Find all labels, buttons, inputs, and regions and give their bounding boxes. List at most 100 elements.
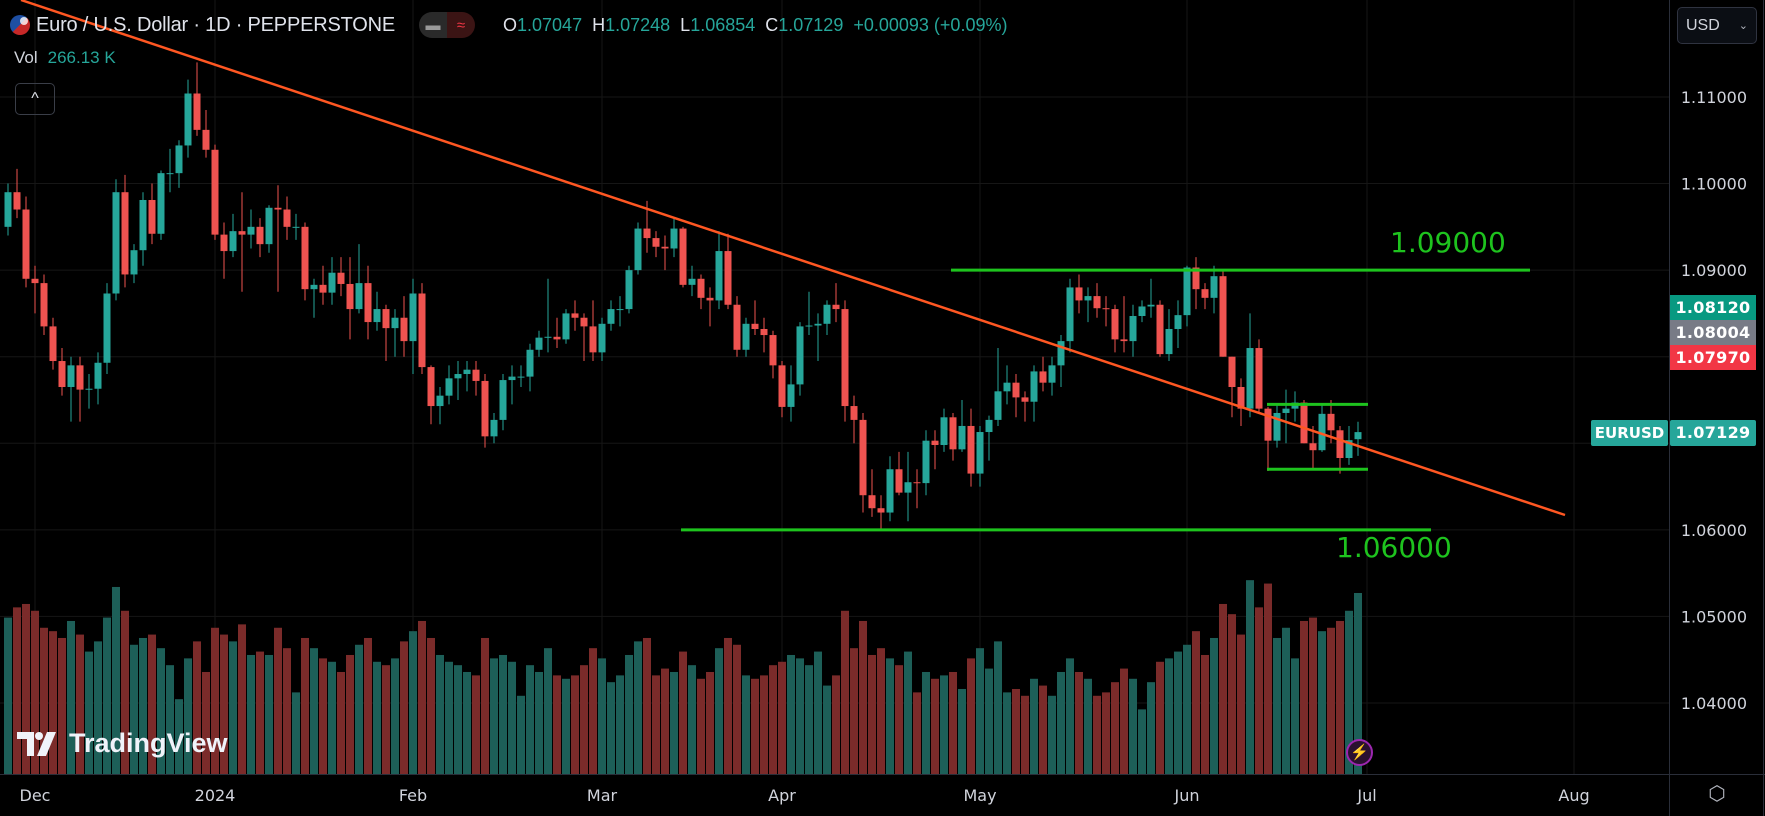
- volume-bar: [1165, 658, 1173, 774]
- candle-body: [1255, 348, 1263, 409]
- collapse-legend-button[interactable]: ^: [15, 83, 55, 115]
- volume-bar: [625, 654, 633, 774]
- candle-body: [274, 207, 282, 210]
- candle-body: [1021, 397, 1029, 402]
- candle-body: [607, 309, 615, 324]
- candle-body: [1228, 356, 1236, 387]
- time-axis[interactable]: Dec 2024 Feb Mar Apr May Jun Jul Aug: [20, 786, 1590, 805]
- candle-body: [805, 325, 813, 327]
- volume-bar: [166, 665, 174, 774]
- chevron-up-icon: ^: [31, 90, 39, 107]
- volume-bar: [1273, 637, 1281, 774]
- volume-bar: [85, 651, 93, 774]
- candle-body: [787, 384, 795, 407]
- volume-bar: [436, 654, 444, 774]
- candle-body: [1039, 371, 1047, 383]
- price-tick-label: 1.10000: [1681, 175, 1747, 194]
- candle-body: [922, 440, 930, 484]
- level-label-1-09[interactable]: 1.09000: [1390, 226, 1506, 259]
- candle-body: [310, 284, 318, 290]
- volume-bar: [697, 678, 705, 774]
- candle-body: [526, 349, 534, 377]
- volume-bar: [49, 631, 57, 774]
- volume-bar: [112, 586, 120, 774]
- candle-body: [913, 482, 921, 484]
- volume-bar: [265, 654, 273, 774]
- volume-bar: [157, 648, 165, 774]
- market-status-toggle[interactable]: ▬ ≈: [419, 12, 475, 38]
- drawings[interactable]: [20, 0, 1566, 532]
- volume-bar: [922, 671, 930, 774]
- candle-body: [1102, 308, 1110, 310]
- candle-body: [679, 228, 687, 285]
- volume-bar: [841, 610, 849, 774]
- volume-bar: [1309, 617, 1317, 774]
- candle-body: [1192, 267, 1200, 290]
- candle-body: [121, 192, 129, 275]
- candle-body: [634, 228, 642, 271]
- candle-body: [841, 309, 849, 407]
- candle-body: [391, 317, 399, 329]
- volume-bar: [931, 678, 939, 774]
- volume-bar: [355, 644, 363, 774]
- level-label-1-06[interactable]: 1.06000: [1336, 531, 1452, 564]
- candle-body: [202, 129, 210, 150]
- currency-button[interactable]: USD ⌄: [1677, 7, 1757, 44]
- volume-bar: [1129, 678, 1137, 774]
- wave-icon: ≈: [447, 12, 475, 38]
- candle-body: [1309, 443, 1317, 451]
- volume-bar: [373, 661, 381, 774]
- candle-body: [166, 173, 174, 175]
- volume-bar: [490, 658, 498, 774]
- lightning-icon[interactable]: ⚡: [1346, 739, 1373, 766]
- candle-body: [346, 283, 354, 310]
- candle-body: [445, 378, 453, 396]
- volume-bar: [724, 637, 732, 774]
- candle-body: [319, 284, 327, 293]
- volume-bar: [580, 665, 588, 774]
- tradingview-logo-icon: [17, 731, 56, 756]
- volume-bar: [1120, 668, 1128, 774]
- candle-body: [67, 365, 75, 387]
- volume-bar: [679, 651, 687, 774]
- candle-body: [220, 234, 228, 252]
- change-value: +0.00093 (+0.09%): [853, 14, 1008, 35]
- candle-body: [22, 209, 30, 279]
- volume-bar: [1021, 695, 1029, 774]
- volume-bar: [913, 692, 921, 774]
- candle-body: [1138, 306, 1146, 317]
- volume-bar: [598, 658, 606, 774]
- candles: [4, 62, 1362, 529]
- candle-body: [733, 304, 741, 350]
- candle-body: [103, 293, 111, 363]
- candle-body: [1120, 339, 1128, 342]
- volume-bar: [400, 641, 408, 774]
- settings-eye-icon[interactable]: ⬡: [1708, 783, 1726, 805]
- candle-body: [139, 199, 147, 251]
- volume-bar: [985, 668, 993, 774]
- volume-bar: [1012, 688, 1020, 774]
- candle-body: [814, 323, 822, 326]
- volume-bar: [535, 671, 543, 774]
- volume-bar: [742, 675, 750, 774]
- volume-bar: [1246, 580, 1254, 774]
- volume-bar: [652, 675, 660, 774]
- candle-body: [1318, 413, 1326, 451]
- candle-body: [760, 328, 768, 336]
- volume-bar: [94, 641, 102, 774]
- candle-body: [355, 283, 363, 310]
- candle-body: [283, 209, 291, 227]
- open-label: O: [503, 14, 518, 35]
- volume-bar: [1318, 631, 1326, 774]
- price-tick-label: 1.06000: [1681, 521, 1747, 540]
- price-axis[interactable]: 1.11000 1.10000 1.09000 1.06000 1.05000 1.040…: [1681, 88, 1747, 713]
- volume-bar: [256, 651, 264, 774]
- symbol-title[interactable]: Euro / U.S. Dollar · 1D · PEPPERSTONE: [36, 13, 395, 36]
- volume-bar: [139, 637, 147, 774]
- close-label: C: [765, 14, 779, 35]
- candle-body: [598, 323, 606, 353]
- volume-bar: [418, 620, 426, 774]
- volume-bar: [1192, 631, 1200, 774]
- candle-body: [4, 192, 12, 227]
